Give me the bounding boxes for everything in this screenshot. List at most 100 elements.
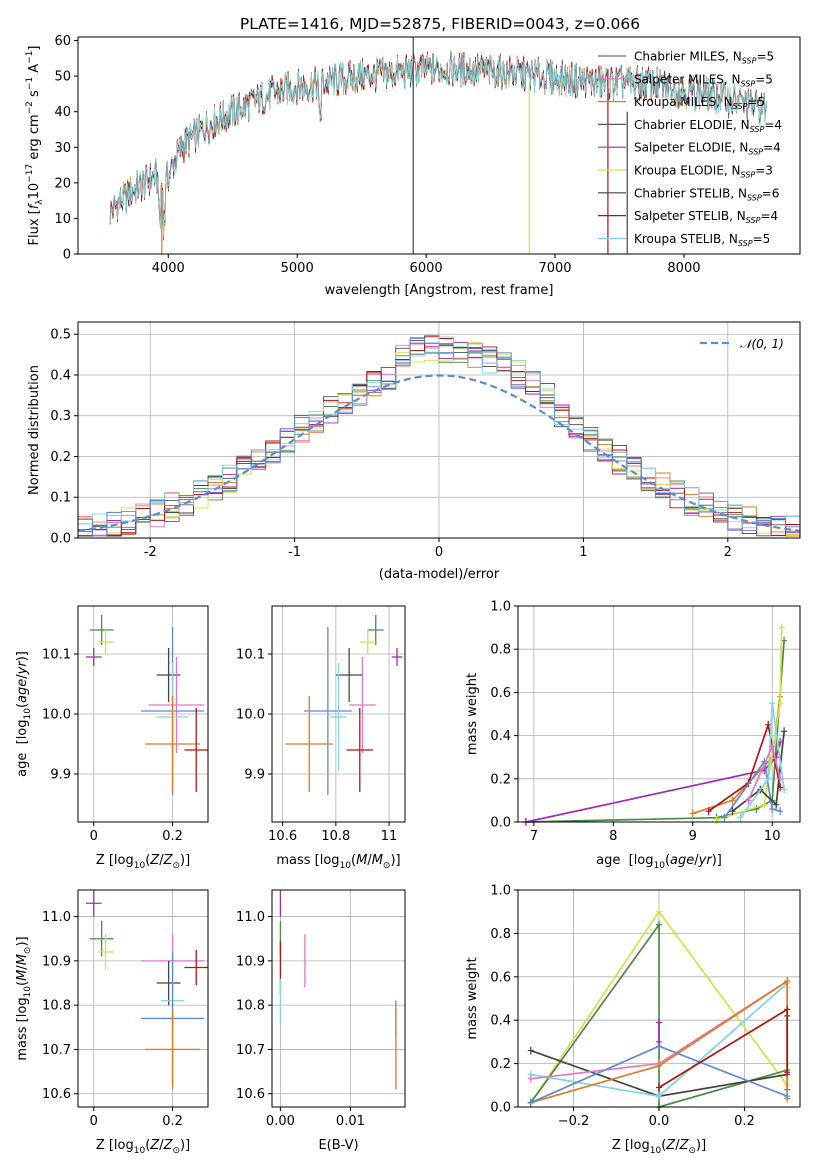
x-tick-label: 4000 <box>152 261 185 276</box>
x-tick-label: -2 <box>144 545 157 560</box>
y-tick-label: 10.6 <box>236 1087 265 1102</box>
weight-line <box>716 627 783 821</box>
x-axis-label: (data-model)/error <box>379 567 500 582</box>
x-axis-label: wavelength [Angstrom, rest frame] <box>325 283 554 298</box>
y-tick-label: 0.2 <box>490 772 511 787</box>
x-axis-label: Z [log10(Z/Z⊙)] <box>96 853 190 871</box>
y-tick-label: 0.1 <box>50 491 71 506</box>
y-tick-label: 10.8 <box>42 999 71 1014</box>
y-tick-label: 30 <box>54 141 71 156</box>
axes-frame <box>271 889 406 1108</box>
weight-line <box>723 759 781 819</box>
y-tick-label: 10.7 <box>236 1043 265 1058</box>
legend-label: Kroupa STELIB, NSSP=5 <box>634 232 770 248</box>
y-tick-label: 0 <box>63 248 71 263</box>
x-axis-label: Z [log10(Z/Z⊙)] <box>612 1138 706 1156</box>
legend-label: Salpeter MILES, NSSP=5 <box>634 72 773 88</box>
residuals-frame: -2 -1 0 1 2 0.0 0.1 0.2 0.3 0.4 0.5 (data-model)/er… <box>27 321 801 582</box>
legend-label: Salpeter STELIB, NSSP=4 <box>634 209 778 225</box>
y-tick-label: 10.0 <box>236 708 265 723</box>
x-tick-label: 6000 <box>410 261 443 276</box>
y-axis-label: mass weight <box>465 957 480 1039</box>
mass-vs-ebv-plot <box>279 890 397 1090</box>
x-tick-label: 0 <box>435 545 443 560</box>
normal-curve <box>77 374 801 532</box>
x-tick-label: 0 <box>90 1114 98 1129</box>
x-tick-label: 1 <box>579 545 587 560</box>
y-tick-label: 11.0 <box>236 910 265 925</box>
x-tick-label: 10 <box>764 829 781 844</box>
y-tick-label: 0.2 <box>50 450 71 465</box>
x-tick-label: 10.8 <box>321 829 350 844</box>
x-tick-label: 0.00 <box>266 1114 295 1129</box>
x-tick-label: 0.01 <box>336 1114 365 1129</box>
weight-vs-age-frame: 7 8 9 10 0.0 0.2 0.4 0.6 0.8 1.0 age [log10(age/yr… <box>465 600 801 871</box>
x-axis-label: mass [log10(M/M⊙)] <box>276 853 400 871</box>
x-tick-label: 0 <box>90 829 98 844</box>
y-tick-label: 0.6 <box>490 686 511 701</box>
legend-label: Salpeter ELODIE, NSSP=4 <box>634 141 781 157</box>
y-axis-label: mass [log10(M/M⊙)] <box>15 936 33 1060</box>
y-tick-label: 0.4 <box>50 368 71 383</box>
axes-frame <box>517 605 801 823</box>
residuals-plot <box>77 335 801 538</box>
y-axis-label: Normed distribution <box>27 365 42 495</box>
x-tick-label: 10.6 <box>268 829 297 844</box>
y-tick-label: 10.6 <box>42 1087 71 1102</box>
y-tick-label: 50 <box>54 70 71 85</box>
y-tick-label: 10.7 <box>42 1043 71 1058</box>
mass-vs-z-axes <box>78 890 208 1107</box>
x-tick-label: 8000 <box>667 261 700 276</box>
y-tick-label: 0.0 <box>490 1101 511 1116</box>
x-tick-label: 9 <box>689 829 697 844</box>
y-tick-label: 20 <box>54 176 71 191</box>
x-tick-label: 0.0 <box>649 1114 670 1129</box>
y-tick-label: 9.9 <box>244 768 265 783</box>
x-axis-label: Z [log10(Z/Z⊙)] <box>96 1138 190 1156</box>
age-vs-mass-plot <box>285 615 403 795</box>
age-vs-mass-frame: 10.6 10.8 11 9.9 10.0 10.1 mass [log10(M/M⊙)] <box>236 605 406 871</box>
legend-label: 𝒩(0, 1) <box>740 337 784 351</box>
spectrum-legend: Chabrier MILES, NSSP=5 Salpeter MILES, NS… <box>598 50 782 248</box>
y-tick-label: 10.8 <box>236 999 265 1014</box>
x-tick-label: 0.2 <box>162 829 183 844</box>
x-tick-label: 11 <box>381 829 398 844</box>
legend-label: Kroupa MILES, NSSP=5 <box>634 95 765 111</box>
y-tick-label: 0.0 <box>490 816 511 831</box>
y-tick-label: 60 <box>54 34 71 49</box>
y-tick-label: 9.9 <box>50 768 71 783</box>
spectrum-model-line <box>109 50 767 238</box>
x-tick-label: 2 <box>724 545 732 560</box>
legend-label: Chabrier STELIB, NSSP=6 <box>634 186 779 202</box>
y-tick-label: 1.0 <box>490 600 511 615</box>
weight-vs-age-plot <box>522 623 788 826</box>
y-tick-label: 0.8 <box>490 643 511 658</box>
mass-vs-z-plot <box>85 890 208 1090</box>
y-tick-label: 10.1 <box>236 648 265 663</box>
y-tick-label: 10.9 <box>42 954 71 969</box>
legend-label: Kroupa ELODIE, NSSP=3 <box>634 164 773 180</box>
weight-vs-z-plot <box>527 907 791 1111</box>
y-tick-label: 0.3 <box>50 409 71 424</box>
age-vs-z-axes <box>78 606 208 822</box>
x-axis-label: age [log10(age/yr)] <box>596 853 722 871</box>
age-vs-z-frame: 0 0.2 9.9 10.0 10.1 Z [log10(Z/Z⊙)] age [log10… <box>15 605 209 871</box>
histogram-step <box>77 338 800 538</box>
y-tick-label: 0.2 <box>490 1057 511 1072</box>
axes-frame <box>77 36 801 255</box>
age-vs-z-plot <box>85 615 208 795</box>
y-tick-label: 0.0 <box>50 532 71 547</box>
weight-vs-z-frame: −0.2 0.0 0.2 0.0 0.2 0.4 0.6 0.8 1.0 Z [log10(Z/Z… <box>465 884 801 1156</box>
mass-vs-z-frame: 0 0.2 10.6 10.7 10.8 10.9 11.0 Z [log10(Z/Z⊙)] m… <box>15 889 209 1156</box>
legend-label: Chabrier MILES, NSSP=5 <box>634 50 774 66</box>
y-tick-label: 0.6 <box>490 970 511 985</box>
y-tick-label: 10.0 <box>42 708 71 723</box>
x-tick-label: 5000 <box>281 261 314 276</box>
weight-line <box>530 922 789 1109</box>
y-axis-label: Flux [fλ10−17 erg cm−2 s−1 A−1] <box>25 46 45 246</box>
y-tick-label: 10 <box>54 212 71 227</box>
mass-vs-ebv-frame: 0.00 0.01 10.6 10.7 10.8 10.9 11.0 E(B-V) <box>236 889 406 1153</box>
x-tick-label: −0.2 <box>558 1114 590 1129</box>
y-tick-label: 0.4 <box>490 1014 511 1029</box>
